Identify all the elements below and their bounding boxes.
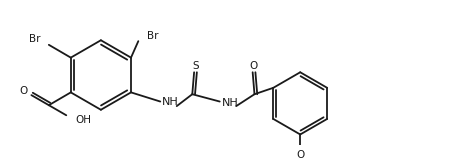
Text: S: S	[192, 61, 199, 71]
Text: O: O	[20, 86, 28, 96]
Text: NH: NH	[162, 97, 179, 107]
Text: O: O	[249, 61, 258, 71]
Text: OH: OH	[75, 115, 91, 125]
Text: NH: NH	[221, 98, 238, 108]
Text: O: O	[296, 150, 304, 158]
Text: Br: Br	[29, 34, 41, 44]
Text: Br: Br	[147, 31, 159, 41]
